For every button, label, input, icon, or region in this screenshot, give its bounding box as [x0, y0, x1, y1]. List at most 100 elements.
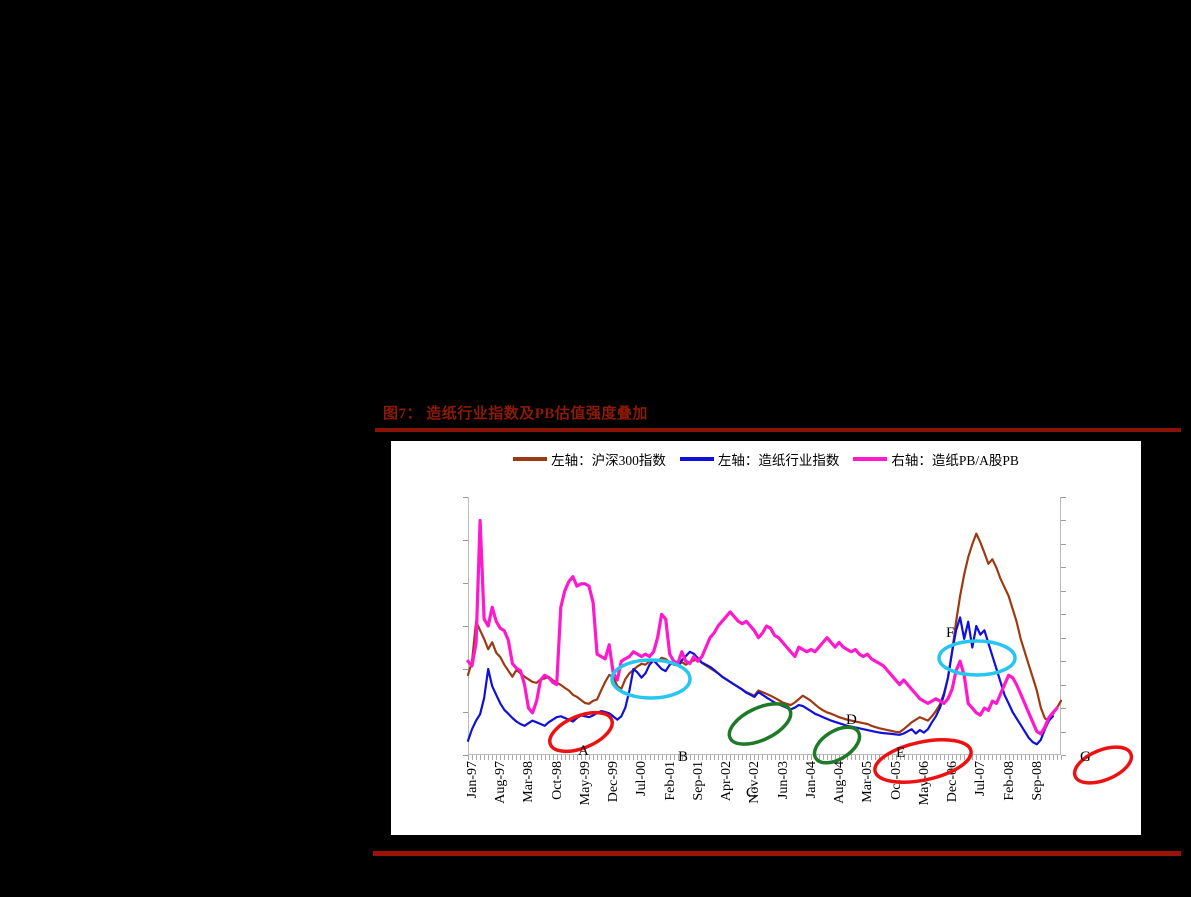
x-axis-minor-tick	[693, 755, 695, 760]
right-axis-tick-label: 1.50	[1148, 489, 1173, 504]
x-axis-minor-tick	[915, 755, 917, 760]
x-axis-minor-tick	[802, 755, 804, 760]
x-axis-minor-tick	[786, 755, 788, 760]
legend-swatch-pb-ratio	[853, 457, 888, 461]
annotation-letter-c: C	[746, 785, 757, 801]
x-axis-minor-tick	[762, 755, 764, 760]
right-axis-tick-label: 0.60	[1148, 700, 1173, 716]
series-line-1	[466, 616, 1055, 746]
x-axis-tick-label: Jan-04	[803, 761, 819, 799]
x-axis-minor-tick	[677, 755, 679, 760]
x-axis-minor-tick	[939, 755, 941, 760]
x-axis-minor-tick	[984, 755, 986, 760]
x-axis-minor-tick	[754, 755, 756, 760]
x-axis-minor-tick	[806, 755, 808, 760]
x-axis-minor-tick	[935, 755, 937, 760]
annotation-letter-f: F	[946, 625, 955, 641]
x-axis-tick-label: Mar-98	[521, 761, 537, 803]
x-axis-tick-label: Feb-08	[1001, 761, 1017, 801]
x-axis-minor-tick	[855, 755, 857, 760]
annotation-ellipse-4	[873, 738, 973, 784]
left-axis-tick-mark	[463, 497, 468, 498]
x-axis-minor-tick	[798, 755, 800, 760]
x-axis-minor-tick	[1024, 755, 1026, 760]
x-axis-minor-tick	[500, 755, 502, 760]
x-axis-minor-tick	[911, 755, 913, 760]
x-axis-minor-tick	[742, 755, 744, 760]
x-axis-minor-tick	[859, 755, 861, 760]
x-axis-minor-tick	[669, 755, 671, 760]
x-axis-minor-tick	[689, 755, 691, 760]
x-axis-minor-tick	[488, 755, 490, 760]
left-axis-tick-label: 5800.00	[333, 532, 380, 547]
x-axis-minor-tick	[468, 755, 469, 760]
x-axis-minor-tick	[899, 755, 901, 760]
x-axis-minor-tick	[722, 755, 724, 760]
x-axis-minor-tick	[1004, 755, 1006, 760]
x-axis-tick-label: Aug-04	[832, 761, 848, 804]
x-axis-minor-tick	[964, 755, 966, 760]
x-axis-minor-tick	[580, 755, 582, 760]
x-axis-minor-tick	[480, 755, 482, 760]
x-axis-minor-tick	[701, 755, 703, 760]
x-axis-tick-label: Feb-01	[662, 761, 678, 801]
figure-bottom-rule	[373, 851, 1181, 856]
x-axis-minor-tick	[976, 755, 978, 760]
x-axis-minor-tick	[867, 755, 869, 760]
series-line-2	[466, 518, 1059, 736]
legend-swatch-hs300	[513, 457, 548, 461]
x-axis-minor-tick	[617, 755, 619, 760]
x-axis-minor-tick	[794, 755, 796, 760]
legend-item-paper-index: 左轴：造纸行业指数	[679, 449, 840, 469]
x-axis-minor-tick	[895, 755, 897, 760]
x-axis-minor-tick	[726, 755, 728, 760]
x-axis-minor-tick	[875, 755, 877, 760]
x-axis-minor-tick	[621, 755, 623, 760]
left-axis-tick-mark	[463, 712, 468, 713]
x-axis-tick-label: Sep-08	[1029, 761, 1045, 801]
x-axis-minor-tick	[560, 755, 562, 760]
figure-title: 图7： 造纸行业指数及PB估值强度叠加	[383, 406, 648, 422]
x-axis-minor-tick	[661, 755, 663, 760]
x-axis-minor-tick	[629, 755, 631, 760]
x-axis-tick-label: May-99	[577, 761, 593, 806]
annotation-letter-b: B	[678, 749, 689, 765]
legend-label-paper-index: 左轴：造纸行业指数	[717, 453, 840, 468]
chart-panel: 左轴：沪深300指数 左轴：造纸行业指数 右轴：造纸PB/A股PB 800.00…	[334, 441, 1173, 835]
x-axis-minor-tick	[863, 755, 865, 760]
x-axis-minor-tick	[492, 755, 494, 760]
x-axis-minor-tick	[923, 755, 925, 760]
x-axis-minor-tick	[568, 755, 570, 760]
right-axis-tick-mark	[1061, 637, 1066, 639]
x-axis-minor-tick	[810, 755, 812, 760]
x-axis-minor-tick	[1056, 755, 1058, 760]
right-axis-tick-label: 1.40	[1148, 512, 1173, 528]
left-axis-tick-mark	[463, 540, 468, 541]
x-axis-minor-tick	[887, 755, 889, 760]
x-axis-minor-tick	[633, 755, 635, 760]
right-axis-tick-mark	[1061, 708, 1066, 710]
x-axis-minor-tick	[540, 755, 542, 760]
x-axis-minor-tick	[496, 755, 498, 760]
right-axis-tick-label: 1.20	[1148, 559, 1173, 575]
x-axis-minor-tick	[1032, 755, 1034, 760]
x-axis-minor-tick	[1012, 755, 1014, 760]
x-axis-minor-tick	[552, 755, 554, 760]
x-axis-minor-tick	[589, 755, 591, 760]
x-axis-minor-tick	[544, 755, 546, 760]
x-axis-minor-tick	[697, 755, 699, 760]
x-axis-minor-tick	[625, 755, 627, 760]
x-axis-minor-tick	[649, 755, 651, 760]
x-axis-minor-tick	[988, 755, 990, 760]
x-axis-minor-tick	[637, 755, 639, 760]
left-axis-tick-mark	[463, 669, 468, 670]
x-axis-minor-tick	[996, 755, 998, 760]
plot-frame	[468, 497, 1061, 755]
series-line-0	[466, 532, 1063, 734]
x-axis-minor-tick	[1036, 755, 1038, 760]
x-axis-minor-tick	[766, 755, 768, 760]
x-axis-minor-tick	[710, 755, 712, 760]
annotation-ellipse-6	[1072, 745, 1134, 785]
right-axis-tick-mark	[1061, 731, 1066, 733]
plot-area: 800.00 1800.00 2800.00 3800.00 4800.00 5800.0…	[334, 489, 1173, 805]
